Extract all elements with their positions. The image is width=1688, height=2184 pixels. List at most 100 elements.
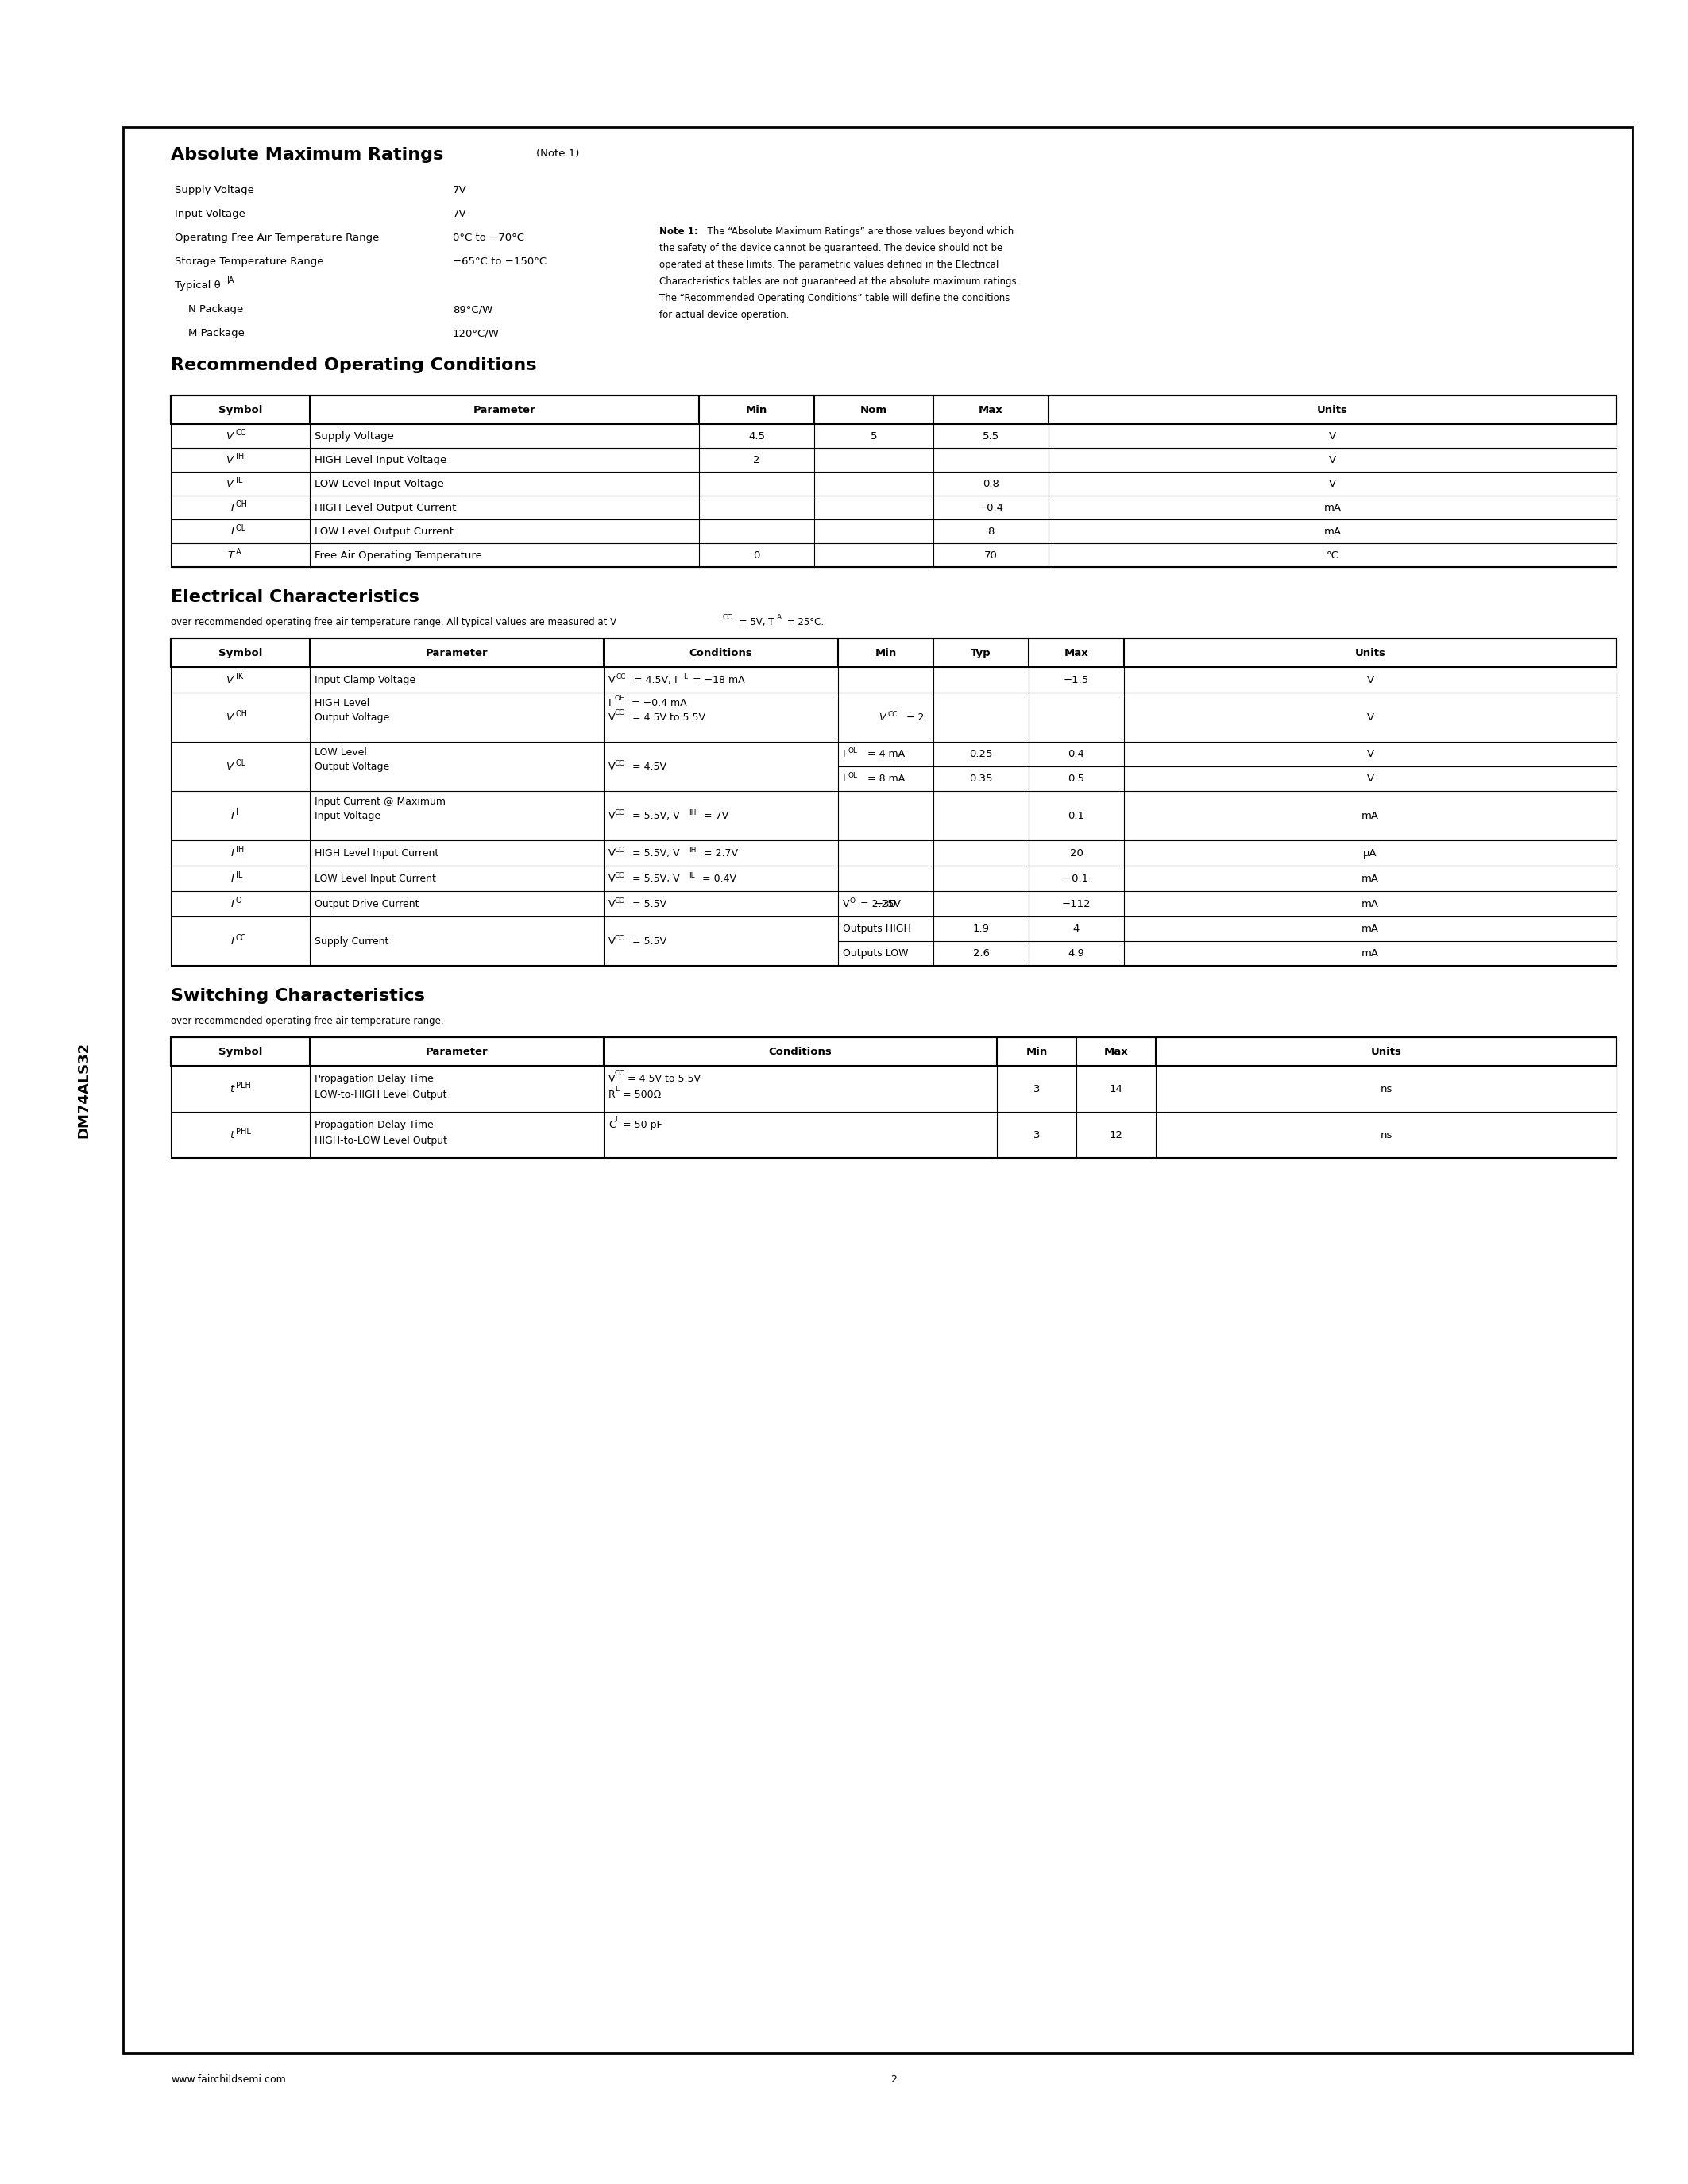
Text: Electrical Characteristics: Electrical Characteristics	[170, 590, 419, 605]
Text: 5.5: 5.5	[982, 430, 999, 441]
Text: Supply Current: Supply Current	[314, 937, 388, 946]
Text: = 2.7V: = 2.7V	[701, 847, 738, 858]
Text: 7V: 7V	[452, 186, 468, 194]
Text: Units: Units	[1371, 1046, 1401, 1057]
Text: LOW Level Input Current: LOW Level Input Current	[314, 874, 436, 885]
Text: O: O	[849, 898, 854, 904]
Text: V: V	[226, 712, 235, 723]
Text: Parameter: Parameter	[425, 649, 488, 657]
Text: Propagation Delay Time: Propagation Delay Time	[314, 1075, 434, 1083]
Text: Typ: Typ	[971, 649, 991, 657]
Text: ns: ns	[1381, 1129, 1393, 1140]
Text: = 7V: = 7V	[701, 810, 729, 821]
Text: 3: 3	[1033, 1083, 1040, 1094]
Text: L: L	[614, 1116, 619, 1123]
Text: = 25°C.: = 25°C.	[783, 618, 824, 627]
Text: mA: mA	[1323, 526, 1342, 537]
Text: −30: −30	[874, 898, 896, 909]
Text: 4.9: 4.9	[1069, 948, 1085, 959]
Text: OL: OL	[236, 524, 246, 533]
Text: 1.9: 1.9	[972, 924, 989, 935]
Text: IK: IK	[236, 673, 243, 681]
Text: Operating Free Air Temperature Range: Operating Free Air Temperature Range	[176, 234, 380, 242]
Text: Note 1:: Note 1:	[660, 227, 699, 236]
Text: V: V	[226, 762, 235, 771]
Text: = 5.5V: = 5.5V	[630, 937, 667, 946]
Text: V: V	[608, 937, 614, 946]
Text: A: A	[776, 614, 782, 620]
Text: °C: °C	[1327, 550, 1339, 561]
Text: Min: Min	[1026, 1046, 1048, 1057]
Text: V: V	[608, 874, 614, 885]
Text: = 4.5V to 5.5V: = 4.5V to 5.5V	[630, 712, 706, 723]
Text: CC: CC	[614, 845, 625, 854]
Text: IL: IL	[689, 871, 695, 878]
Text: the safety of the device cannot be guaranteed. The device should not be: the safety of the device cannot be guara…	[660, 242, 1003, 253]
Text: Input Clamp Voltage: Input Clamp Voltage	[314, 675, 415, 686]
Text: 4: 4	[1074, 924, 1080, 935]
Text: V: V	[608, 898, 614, 909]
Text: V: V	[1328, 430, 1337, 441]
Text: DM74ALS32: DM74ALS32	[76, 1042, 91, 1138]
Text: 0.1: 0.1	[1069, 810, 1085, 821]
Text: I: I	[236, 808, 238, 817]
Text: 14: 14	[1109, 1083, 1123, 1094]
Text: OH: OH	[236, 710, 248, 719]
Text: IH: IH	[236, 845, 243, 854]
Text: IL: IL	[236, 476, 241, 485]
Text: 0.35: 0.35	[969, 773, 993, 784]
Text: Nom: Nom	[861, 404, 888, 415]
Text: 0.25: 0.25	[969, 749, 993, 760]
Text: Switching Characteristics: Switching Characteristics	[170, 987, 425, 1005]
Text: Conditions: Conditions	[689, 649, 753, 657]
Text: IL: IL	[236, 871, 241, 880]
Text: LOW Level Output Current: LOW Level Output Current	[314, 526, 454, 537]
Text: mA: mA	[1362, 810, 1379, 821]
Text: 120°C/W: 120°C/W	[452, 328, 500, 339]
Text: = 5V, T: = 5V, T	[736, 618, 775, 627]
Text: V: V	[1367, 749, 1374, 760]
Text: OL: OL	[236, 760, 246, 767]
Text: HIGH Level Input Voltage: HIGH Level Input Voltage	[314, 454, 447, 465]
Text: I: I	[842, 773, 846, 784]
Text: V: V	[608, 810, 614, 821]
Bar	[170, 1037, 1617, 1066]
Text: V: V	[879, 712, 886, 723]
Text: 20: 20	[1070, 847, 1084, 858]
Text: Absolute Maximum Ratings: Absolute Maximum Ratings	[170, 146, 444, 164]
Text: I: I	[608, 699, 611, 708]
Text: −65°C to −150°C: −65°C to −150°C	[452, 256, 547, 266]
Text: V: V	[1367, 675, 1374, 686]
Text: 2.6: 2.6	[972, 948, 989, 959]
Text: Parameter: Parameter	[425, 1046, 488, 1057]
Text: = 4.5V: = 4.5V	[630, 762, 667, 771]
Text: = −18 mA: = −18 mA	[689, 675, 744, 686]
Text: μA: μA	[1364, 847, 1377, 858]
Text: 5: 5	[871, 430, 878, 441]
Text: Propagation Delay Time: Propagation Delay Time	[314, 1120, 434, 1129]
Text: Max: Max	[1104, 1046, 1128, 1057]
Text: Recommended Operating Conditions: Recommended Operating Conditions	[170, 358, 537, 373]
Text: Output Drive Current: Output Drive Current	[314, 898, 419, 909]
Text: = 4.5V to 5.5V: = 4.5V to 5.5V	[625, 1075, 701, 1083]
Text: over recommended operating free air temperature range. All typical values are me: over recommended operating free air temp…	[170, 618, 616, 627]
Text: IH: IH	[236, 452, 243, 461]
Text: 2: 2	[891, 2075, 896, 2086]
Text: 0: 0	[753, 550, 760, 561]
Text: ns: ns	[1381, 1083, 1393, 1094]
Text: 70: 70	[984, 550, 998, 561]
Text: I: I	[231, 810, 235, 821]
Text: 3: 3	[1033, 1129, 1040, 1140]
Text: Parameter: Parameter	[473, 404, 535, 415]
Text: I: I	[231, 502, 235, 513]
Text: V: V	[608, 675, 614, 686]
Text: = 500Ω: = 500Ω	[619, 1090, 662, 1101]
Text: t: t	[230, 1129, 235, 1140]
Text: CC: CC	[614, 898, 625, 904]
Text: 2: 2	[753, 454, 760, 465]
Text: CC: CC	[236, 428, 246, 437]
Text: R: R	[608, 1090, 616, 1101]
Text: V: V	[226, 675, 235, 686]
Text: 0.5: 0.5	[1069, 773, 1085, 784]
Text: M Package: M Package	[176, 328, 245, 339]
